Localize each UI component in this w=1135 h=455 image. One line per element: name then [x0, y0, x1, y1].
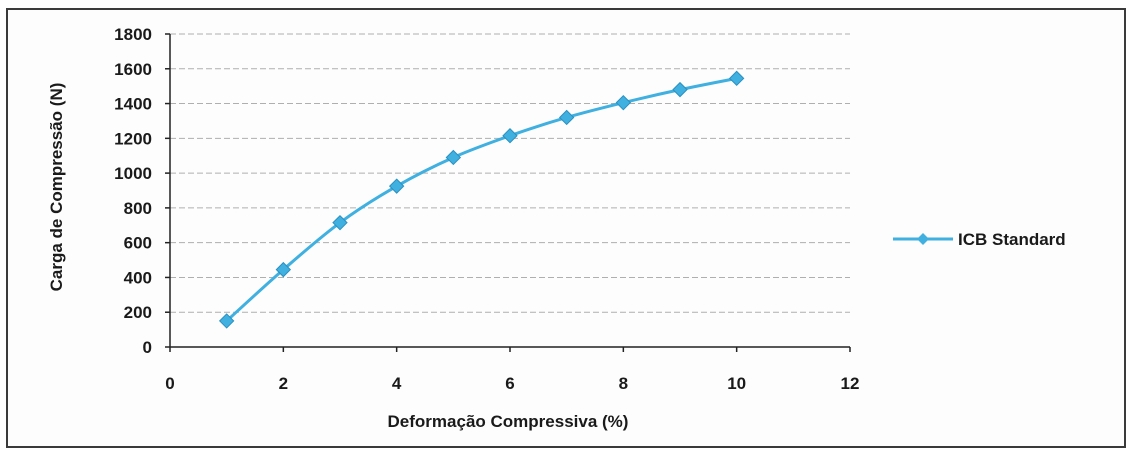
y-tick-label: 1400	[114, 95, 152, 114]
axes	[165, 33, 851, 352]
y-tick-label: 800	[124, 199, 152, 218]
x-tick-label: 10	[727, 374, 746, 393]
legend-marker-icon	[917, 233, 929, 245]
data-point-marker	[275, 261, 292, 278]
y-tick-label: 1200	[114, 129, 152, 148]
data-point-marker	[388, 178, 405, 194]
data-point-marker	[615, 94, 632, 111]
data-point-marker	[502, 128, 518, 144]
y-tick-labels: 0 200 400 600 800 1000 1200 1400 1600 1800	[114, 25, 152, 357]
y-tick-label: 0	[143, 338, 152, 357]
y-tick-label: 1600	[114, 60, 152, 79]
y-tick-label: 400	[124, 268, 152, 287]
y-tick-label: 1800	[114, 25, 152, 44]
series-line	[225, 76, 737, 323]
y-tick-label: 1000	[114, 164, 152, 183]
x-tick-label: 8	[619, 374, 628, 393]
data-point-marker	[445, 149, 462, 166]
x-tick-labels: 0 2 4 6 8 10 12	[165, 374, 859, 393]
y-tick-label: 200	[124, 303, 152, 322]
data-point-marker	[728, 70, 745, 87]
data-point-marker	[672, 81, 688, 98]
x-tick-label: 4	[392, 374, 402, 393]
x-tick-label: 2	[279, 374, 288, 393]
gridlines	[170, 33, 850, 313]
data-point-marker	[332, 214, 348, 231]
y-axis-title: Carga de Compressão (N)	[47, 83, 66, 292]
chart-frame	[6, 8, 1126, 448]
data-point-marker	[558, 109, 575, 126]
x-axis-title: Deformação Compressiva (%)	[388, 412, 629, 431]
y-tick-label: 600	[124, 234, 152, 253]
x-tick-label: 0	[165, 374, 174, 393]
x-tick-label: 12	[841, 374, 860, 393]
series-layer	[218, 70, 745, 329]
legend-label: ICB Standard	[958, 230, 1066, 249]
legend: ICB Standard	[893, 230, 1066, 249]
x-tick-label: 6	[505, 374, 514, 393]
data-point-marker	[218, 313, 235, 329]
